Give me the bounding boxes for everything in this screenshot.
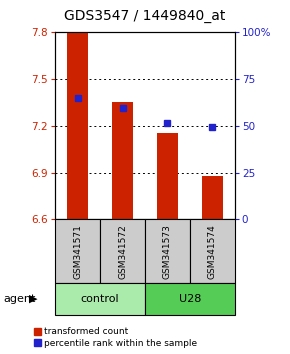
Text: GSM341574: GSM341574 <box>208 224 217 279</box>
Legend: transformed count, percentile rank within the sample: transformed count, percentile rank withi… <box>34 327 197 348</box>
Bar <box>157 133 177 219</box>
Text: U28: U28 <box>179 294 201 304</box>
Bar <box>68 32 88 219</box>
Text: ▶: ▶ <box>29 294 38 304</box>
Text: agent: agent <box>3 294 35 304</box>
Bar <box>190 219 235 283</box>
Text: GSM341571: GSM341571 <box>73 224 82 279</box>
Text: GDS3547 / 1449840_at: GDS3547 / 1449840_at <box>64 9 226 23</box>
Bar <box>55 283 145 315</box>
Bar <box>202 176 222 219</box>
Bar <box>100 219 145 283</box>
Text: GSM341572: GSM341572 <box>118 224 127 279</box>
Bar <box>113 102 133 219</box>
Bar <box>145 283 235 315</box>
Bar <box>55 219 100 283</box>
Text: GSM341573: GSM341573 <box>163 224 172 279</box>
Text: control: control <box>81 294 119 304</box>
Bar <box>145 219 190 283</box>
